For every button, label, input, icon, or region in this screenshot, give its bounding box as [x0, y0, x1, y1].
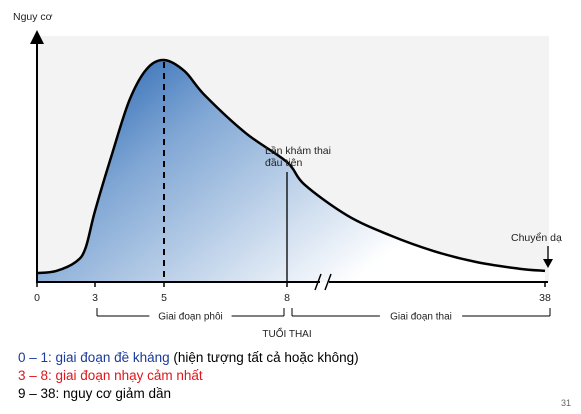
legend-text: : giai đoạn đề kháng	[48, 350, 170, 365]
x-tick-label-38: 38	[539, 292, 551, 304]
y-axis-label: Nguy cơ	[13, 11, 53, 23]
axis-break-mark-1	[314, 273, 322, 291]
legend-range: 0 – 1	[18, 350, 49, 365]
legend-text: : giai đoạn nhạy cảm nhất	[48, 368, 203, 383]
first-visit-label-line1: Lần khám thai	[265, 145, 331, 157]
x-tick-label-3: 3	[92, 292, 98, 304]
legend-range: 3 – 8	[18, 368, 49, 383]
x-tick-label-0: 0	[34, 292, 40, 304]
delivery-arrow-head	[543, 259, 553, 268]
period-label: Giai đoạn phôi	[158, 312, 223, 323]
risk-area	[37, 59, 545, 283]
period-bracket-1: Giai đoạn phôi	[96, 308, 285, 323]
first-visit-label-line2: đầu tiên	[265, 157, 303, 169]
legend-line-decreasing: 9 – 38: nguy cơ giảm dần	[18, 385, 171, 403]
risk-curve-line	[36, 58, 546, 275]
x-tick-labels: 0 3 5 8 38	[34, 292, 551, 304]
period-brackets: Giai đoạn phôi Giai đoạn thai	[96, 308, 551, 323]
x-tick-label-5: 5	[161, 292, 167, 304]
legend-line-sensitive: 3 – 8: giai đoạn nhạy cảm nhất	[18, 367, 203, 385]
legend-extra: (hiện tượng tất cả hoặc không)	[169, 350, 359, 365]
legend-line-resistance: 0 – 1: giai đoạn đề kháng (hiện tượng tấ…	[18, 349, 359, 367]
risk-curve-chart: Nguy cơ 0 3 5 8 38 Lần khám thai đầu tiên Ch…	[13, 11, 562, 340]
x-tick-label-8: 8	[284, 292, 290, 304]
legend-range: 9 – 38	[18, 386, 56, 401]
delivery-label: Chuyển dạ	[511, 232, 562, 244]
period-label: Giai đoạn thai	[390, 312, 452, 323]
legend-text: : nguy cơ giảm dần	[55, 386, 171, 401]
y-axis-arrow	[30, 30, 44, 44]
page-number: 31	[560, 398, 571, 408]
x-tick-marks	[36, 282, 546, 287]
axis-break-mark-2	[324, 273, 332, 291]
x-axis-label: TUỔI THAI	[262, 327, 311, 340]
period-bracket-2: Giai đoạn thai	[291, 308, 551, 323]
